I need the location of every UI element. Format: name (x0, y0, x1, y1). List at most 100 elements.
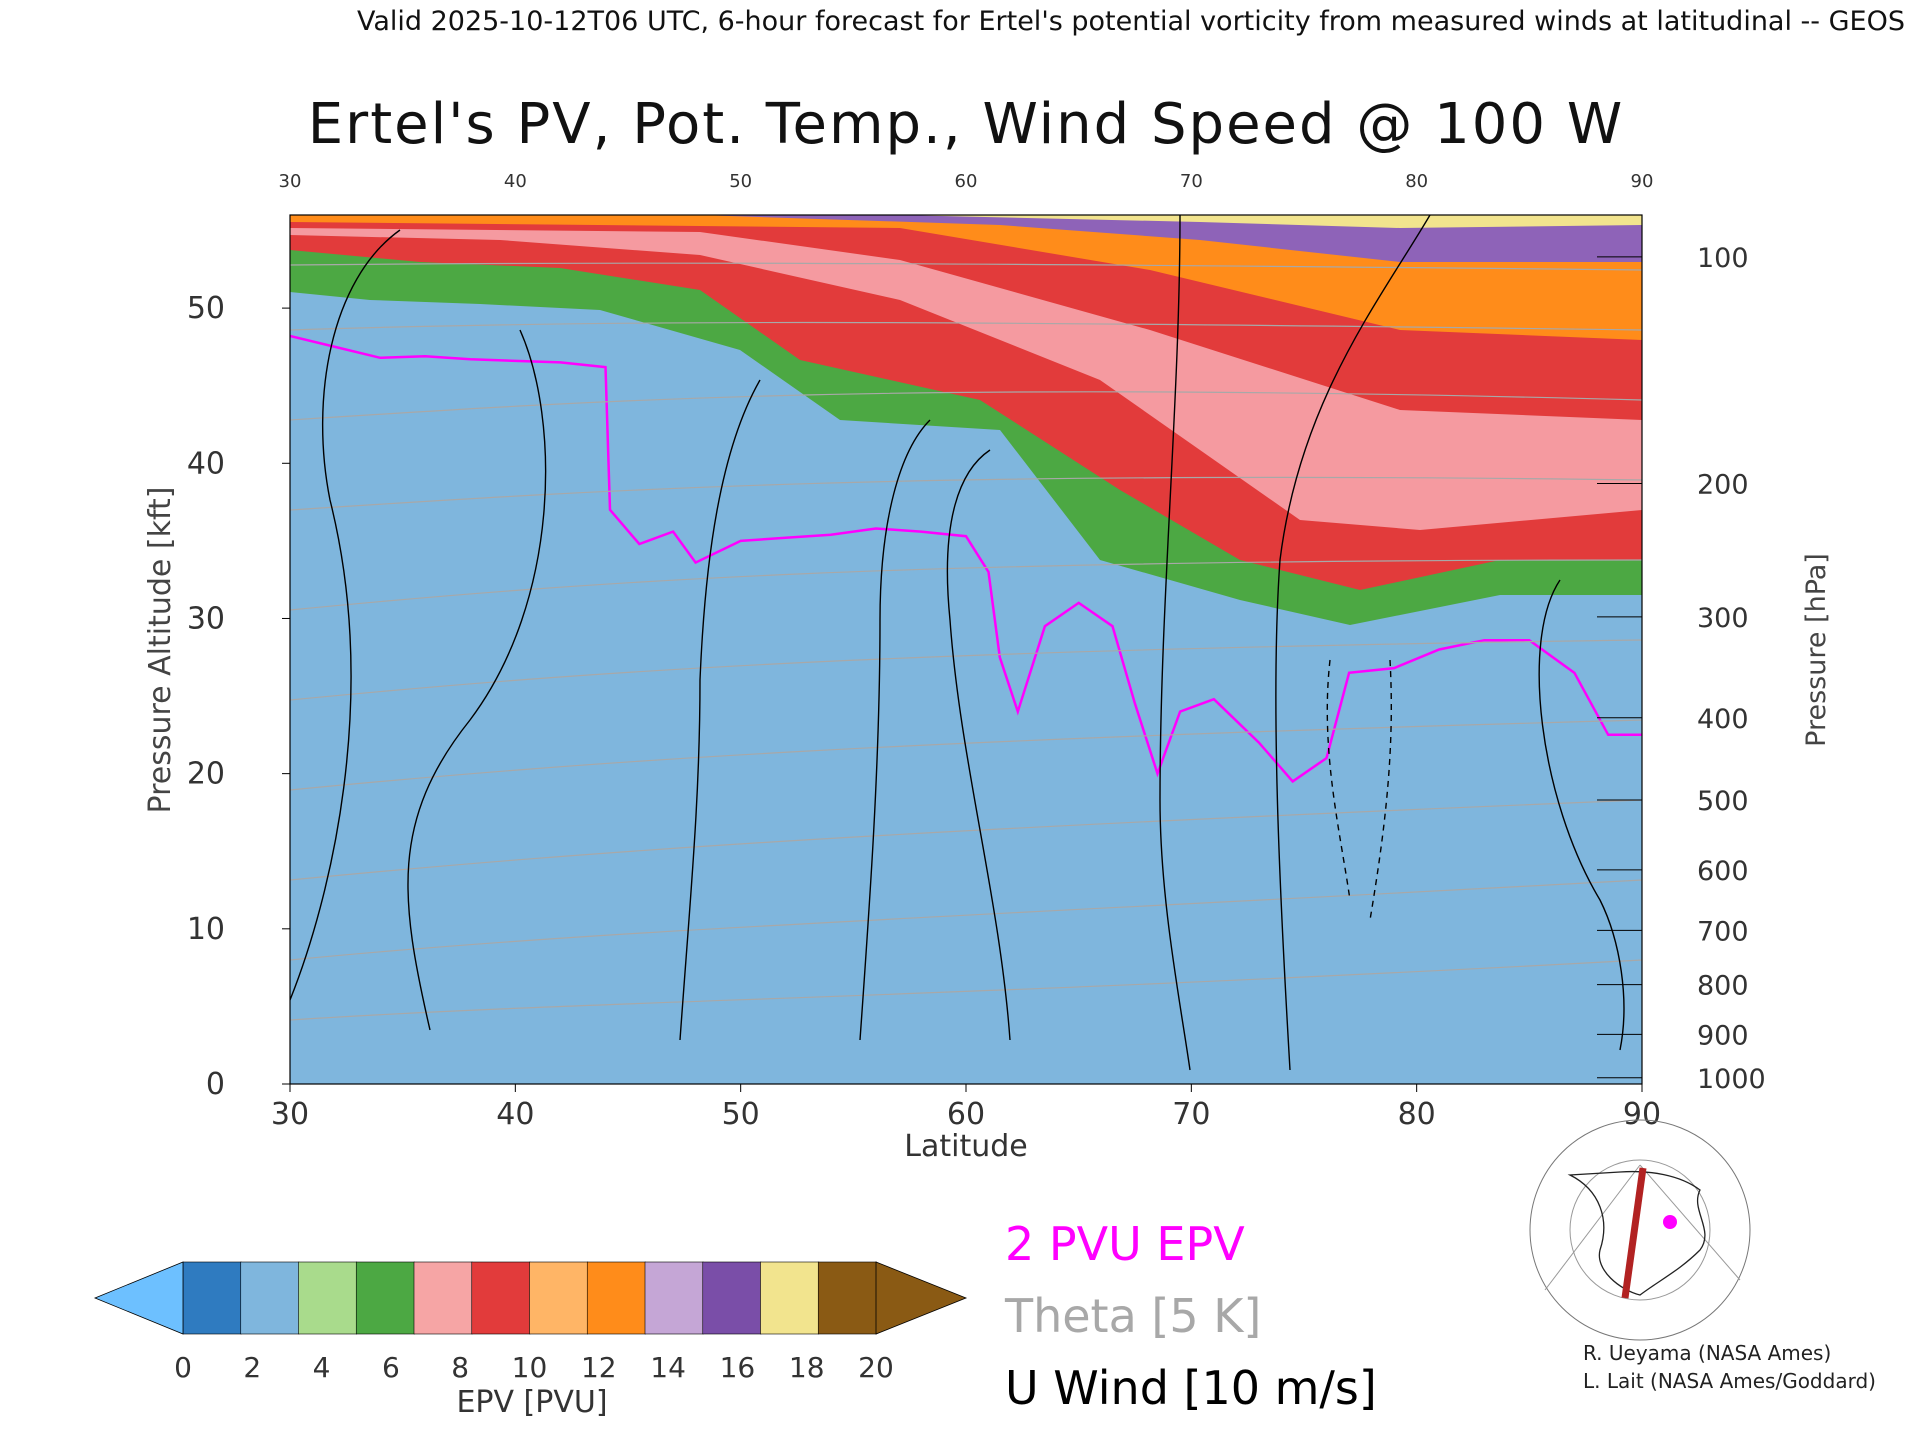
y2-tick-label: 700 (1697, 916, 1749, 947)
y-axis-right: 100 200 300 400 500 600 700 800 900 1000 (1597, 243, 1766, 1095)
colorbar-swatch (529, 1261, 589, 1335)
y2-tick-label: 900 (1697, 1020, 1749, 1051)
colorbar: 0 2 4 6 8 10 12 14 16 18 20 (93, 1261, 968, 1384)
map-meridian (1544, 1164, 1641, 1291)
colorbar-swatch (298, 1261, 358, 1335)
u-wind-line (1326, 659, 1393, 921)
x-tick-label: 80 (1398, 1097, 1436, 1132)
x-tick-label: 60 (947, 1097, 985, 1132)
credit-line: R. Ueyama (NASA Ames) (1583, 1341, 1831, 1365)
theta-contours (290, 262, 1642, 1021)
x-tick-label: 40 (496, 1097, 534, 1132)
locator-map (1529, 1119, 1751, 1341)
band-yellow (900, 215, 1642, 228)
colorbar-tick-label: 12 (581, 1351, 617, 1384)
theta-line (290, 262, 1642, 271)
colorbar-tick-label: 20 (858, 1351, 894, 1384)
u-wind-line (946, 449, 1011, 1041)
colorbar-tick-label: 0 (174, 1351, 192, 1384)
x-top-tick-label: 70 (1180, 171, 1203, 192)
colorbar-tick-label: 8 (451, 1351, 469, 1384)
theta-line (290, 879, 1642, 961)
x-tick-label: 30 (271, 1097, 309, 1132)
x-top-tick-label: 80 (1405, 171, 1428, 192)
colorbar-swatch (355, 1261, 415, 1335)
colorbar-tick-label: 6 (382, 1351, 400, 1384)
colorbar-swatch (240, 1261, 300, 1335)
y2-tick-label: 400 (1697, 704, 1749, 735)
y-tick-label: 0 (206, 1067, 225, 1102)
x-axis-top: 30 40 50 60 70 80 90 (279, 171, 1654, 192)
map-meridian (1639, 1164, 1741, 1281)
colorbar-swatch (644, 1261, 704, 1335)
u-wind-line (1275, 215, 1431, 1071)
credit-line: L. Lait (NASA Ames/Goddard) (1583, 1369, 1876, 1393)
u-wind-line (859, 419, 931, 1041)
y2-tick-label: 100 (1697, 243, 1749, 274)
y2-tick-label: 200 (1697, 469, 1749, 500)
y2-tick-label: 800 (1697, 971, 1749, 1002)
map-coastline (1567, 1170, 1706, 1296)
colorbar-tick-label: 4 (313, 1351, 331, 1384)
colorbar-over-arrow (875, 1261, 968, 1335)
plot-area: 30 40 50 60 70 80 90 30 40 50 60 70 80 90 0 10 20 30 40 5… (143, 171, 1832, 1164)
x-axis: 30 40 50 60 70 80 90 (271, 1084, 1661, 1132)
colorbar-swatch (413, 1261, 473, 1335)
theta-line (290, 559, 1642, 611)
colorbar-label: EPV [PVU] (456, 1385, 607, 1420)
theta-line (290, 391, 1642, 421)
colorbar-tick-label: 16 (720, 1351, 756, 1384)
theta-line (290, 321, 1642, 331)
map-cross-section-line (1621, 1167, 1647, 1299)
y-tick-label: 10 (187, 912, 225, 947)
x-axis-label: Latitude (904, 1129, 1027, 1164)
u-wind-line (1159, 215, 1191, 1071)
theta-line (290, 639, 1642, 701)
u-wind-contours (290, 215, 1625, 1071)
theta-line (290, 719, 1642, 791)
colorbar-under-arrow (93, 1261, 184, 1335)
y-axis-label: Pressure Altitude [kft] (143, 487, 178, 814)
y-tick-label: 50 (187, 291, 225, 326)
y2-tick-label: 300 (1697, 603, 1749, 634)
x-top-tick-label: 40 (504, 171, 527, 192)
y-tick-label: 40 (187, 446, 225, 481)
chart-title: Ertel's PV, Pot. Temp., Wind Speed @ 100… (308, 92, 1624, 157)
colorbar-tick-label: 18 (789, 1351, 825, 1384)
y-tick-label: 20 (187, 757, 225, 792)
u-wind-line (290, 229, 401, 1001)
u-wind-line (679, 379, 761, 1041)
header-top-line: Valid 2025-10-12T06 UTC, 6-hour forecast… (357, 6, 1905, 37)
colorbar-swatch (760, 1261, 820, 1335)
map-marker (1663, 1215, 1677, 1229)
y2-tick-label: 600 (1697, 856, 1749, 887)
y2-axis-label: Pressure [hPa] (1801, 553, 1832, 747)
colorbar-tick-label: 2 (243, 1351, 261, 1384)
colorbar-swatch (817, 1261, 877, 1335)
map-circle (1529, 1119, 1751, 1341)
y2-tick-label: 500 (1697, 786, 1749, 817)
map-circle (1569, 1159, 1711, 1301)
x-top-tick-label: 90 (1631, 171, 1654, 192)
theta-line (290, 476, 1642, 511)
colorbar-swatch (471, 1261, 531, 1335)
colorbar-tick-label: 14 (650, 1351, 686, 1384)
x-top-tick-label: 30 (279, 171, 302, 192)
legend-item-uwind: U Wind [10 m/s] (1005, 1361, 1377, 1415)
legend-item-epv: 2 PVU EPV (1005, 1217, 1245, 1271)
y-axis-left: 0 10 20 30 40 50 (187, 291, 290, 1102)
legend-item-theta: Theta [5 K] (1004, 1289, 1261, 1343)
u-wind-line (407, 329, 547, 1031)
legend: 2 PVU EPV Theta [5 K] U Wind [10 m/s] (1004, 1217, 1377, 1415)
x-tick-label: 90 (1623, 1097, 1661, 1132)
y-tick-label: 30 (187, 601, 225, 636)
theta-line (290, 799, 1642, 881)
colorbar-swatch (702, 1261, 762, 1335)
x-tick-label: 70 (1172, 1097, 1210, 1132)
u-wind-line (1538, 579, 1625, 1051)
x-top-tick-label: 50 (729, 171, 752, 192)
troposphere-fill (290, 336, 1642, 1084)
y2-tick-label: 1000 (1697, 1064, 1766, 1095)
pv-2pvu-contour (290, 334, 1642, 784)
